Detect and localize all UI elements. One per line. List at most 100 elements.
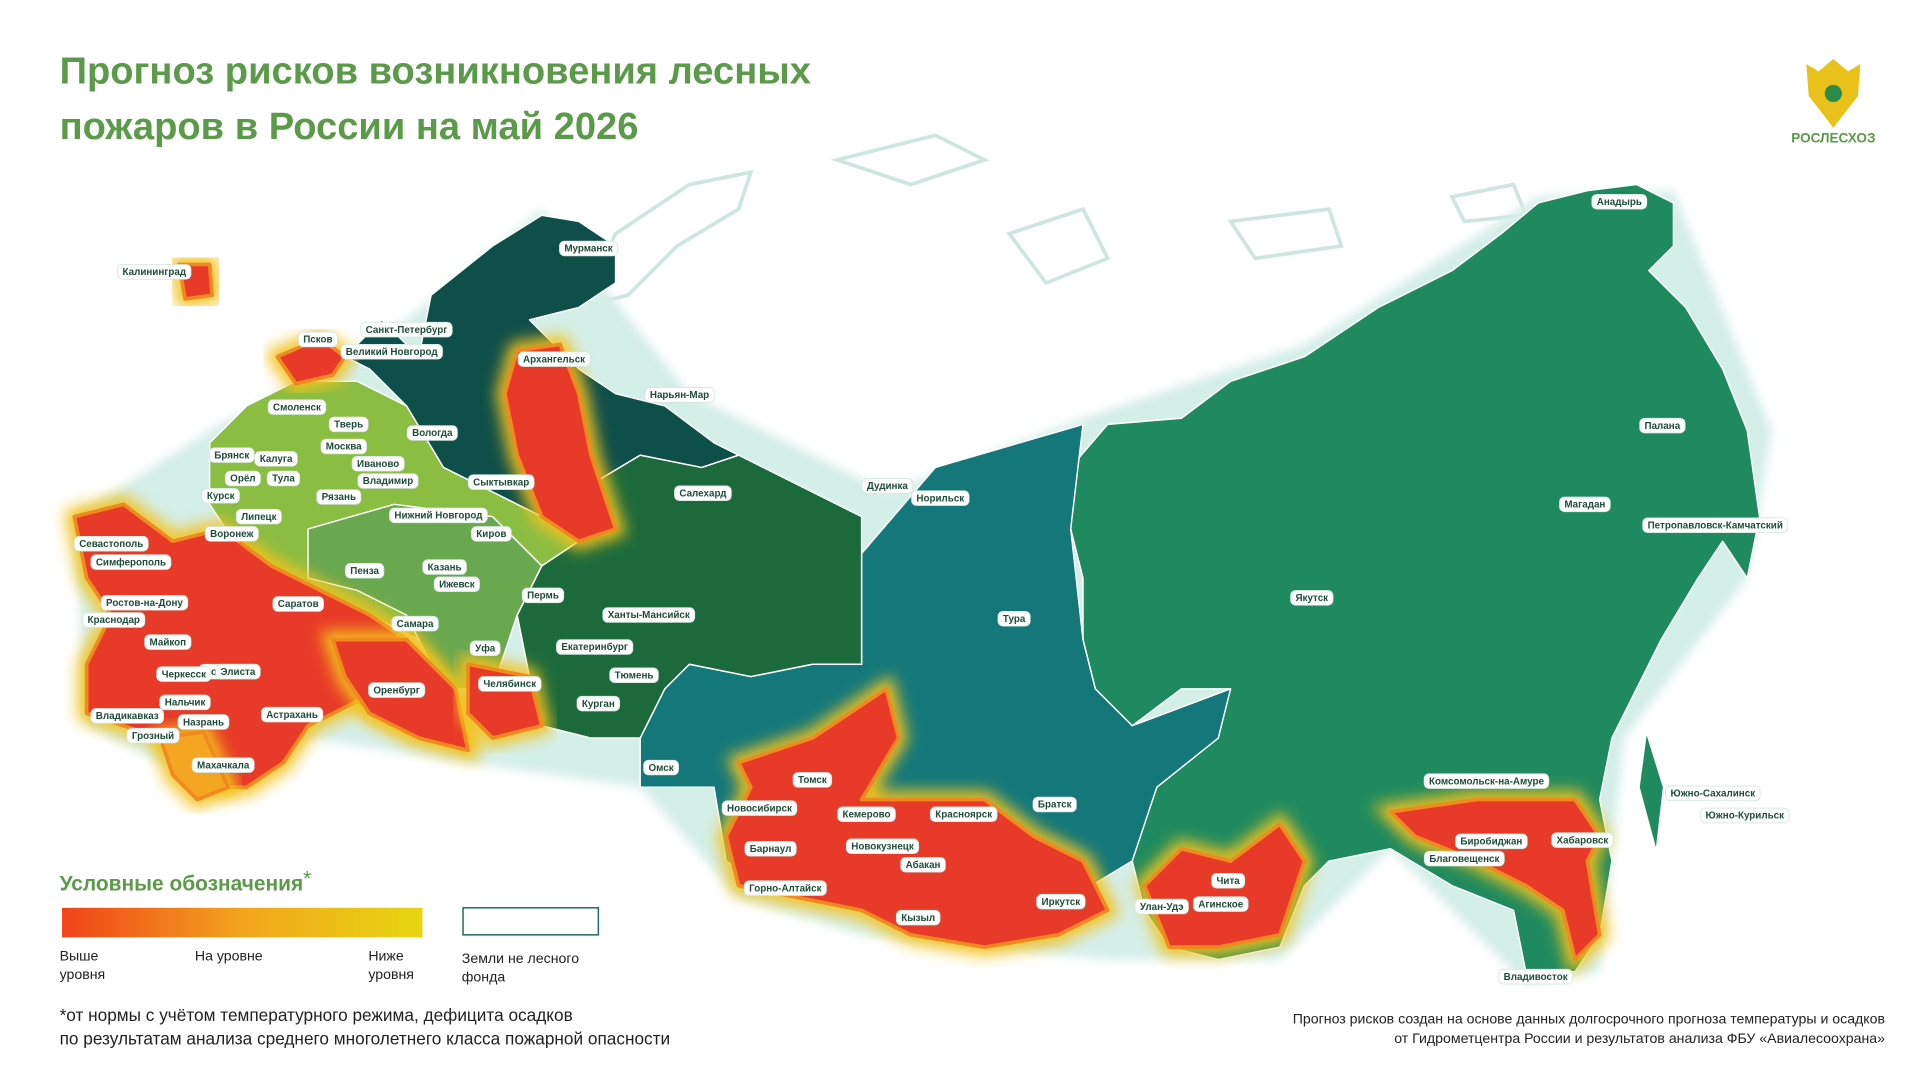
city-label: Брянск [209,447,255,463]
city-label: Липецк [235,508,282,525]
city-name: Воронеж [210,529,254,540]
city-label: Чита [1211,872,1246,889]
city-label: Санкт-Петербург [360,321,453,338]
legend-label: Выше [60,948,99,964]
legend-label: фонда [462,969,506,985]
city-label-bg [235,508,282,525]
city-name: Палана [1645,421,1681,432]
city-label: Псков [297,331,338,348]
city-label: Дудинка [861,478,914,494]
city-name: Киров [476,529,506,540]
city-label-bg [360,321,453,338]
city-name: Грозный [132,731,174,742]
city-label: Калининград [117,264,192,280]
city-name: Рязань [322,492,356,503]
city-name: Благовещенск [1429,854,1499,865]
city-name: Махачкала [197,760,250,771]
city-label: Рязань [316,489,362,505]
city-label-bg [721,800,798,816]
source: Прогноз рисков создан на основе данных д… [1293,1010,1885,1026]
city-label-bg [469,640,501,656]
city-label: Майкоп [144,634,192,650]
city-label-bg [1559,496,1611,513]
city-label-bg [1498,968,1573,985]
city-name: Мурманск [564,244,612,255]
city-label: Иваново [351,455,405,472]
city-label: Уфа [469,640,501,656]
city-label-bg [1423,850,1505,867]
city-label: Владивосток [1498,968,1573,985]
city-name: Симферополь [96,557,166,568]
city-label: Норильск [911,490,970,506]
city-label: Мурманск [559,240,618,257]
city-label-bg [260,706,324,723]
city-label-bg [144,634,192,650]
city-name: Краснодар [87,615,139,626]
legend-title: Условные обозначения* [60,868,312,896]
city-label: Пенза [345,563,385,579]
city-name: Ростов-на-Дону [106,598,183,609]
city-label-bg [297,331,338,348]
city-label: Тула [266,470,301,487]
city-label-bg [743,880,827,896]
city-label-bg [556,639,634,655]
city-label: Орёл [224,470,261,487]
city-name: Архангельск [523,354,585,365]
city-name: Братск [1038,800,1072,811]
city-name: Новокузнецк [851,841,914,852]
city-name: Орёл [230,474,255,485]
city-label-bg [602,607,696,623]
city-label-bg [209,447,255,463]
title: Прогноз рисков возникновения лесных [60,50,811,93]
city-label: Анадырь [1591,193,1648,210]
legend-title: Условные обозначения [60,873,304,896]
city-name: Владикавказ [96,711,159,722]
city-label-bg [90,708,164,724]
city-label-bg [351,455,405,472]
city-name: Ханты-Мансийск [608,610,690,621]
city-label: Калуга [254,451,298,467]
city-name: Ижевск [439,579,475,590]
city-name: Якутск [1295,593,1328,604]
city-label-bg [643,759,679,776]
city-label: Тюмень [609,667,659,684]
legend-label: На уровне [195,948,263,964]
city-name: Сыктывкар [473,477,529,488]
city-label-bg [406,425,458,441]
city-name: Екатеринбург [561,642,628,653]
city-label-bg [340,344,443,360]
city-name: Курган [582,699,615,710]
city-name: Анадырь [1597,197,1642,208]
city-label: Элиста [215,663,261,680]
city-label-bg [1551,832,1614,848]
region-sakhalin [1638,731,1665,852]
city-name: Абакан [906,860,941,871]
city-name: Пенза [350,566,379,577]
city-name: Псков [303,335,332,346]
city-label: Горно-Алтайск [743,880,827,896]
city-label: Южно-Сахалинск [1665,785,1761,802]
city-name: Брянск [214,450,249,461]
city-name: Томск [798,775,827,786]
legend-gradient [62,907,423,938]
city-label-bg [266,470,301,487]
city-label: Саратов [272,596,324,612]
city-name: Тура [1003,614,1026,625]
city-name: Барнаул [750,844,792,855]
city-name: Новосибирск [727,803,792,814]
city-label: Новосибирск [721,800,798,816]
city-label: Пермь [521,587,565,604]
city-label: Самара [391,615,439,632]
city-label-bg [433,576,480,593]
header: Прогноз рисков возникновения лесных пожа… [60,50,1876,148]
city-name: Норильск [916,493,964,504]
city-label: Великий Новгород [340,344,443,360]
city-name: Астрахань [266,710,318,721]
city-label: Томск [792,772,833,788]
city-name: Улан-Удэ [1140,902,1184,913]
city-label-bg [517,351,591,367]
city-label: Оренбург [368,682,426,698]
city-label: Кемерово [837,806,896,823]
city-label: Ижевск [433,576,480,593]
